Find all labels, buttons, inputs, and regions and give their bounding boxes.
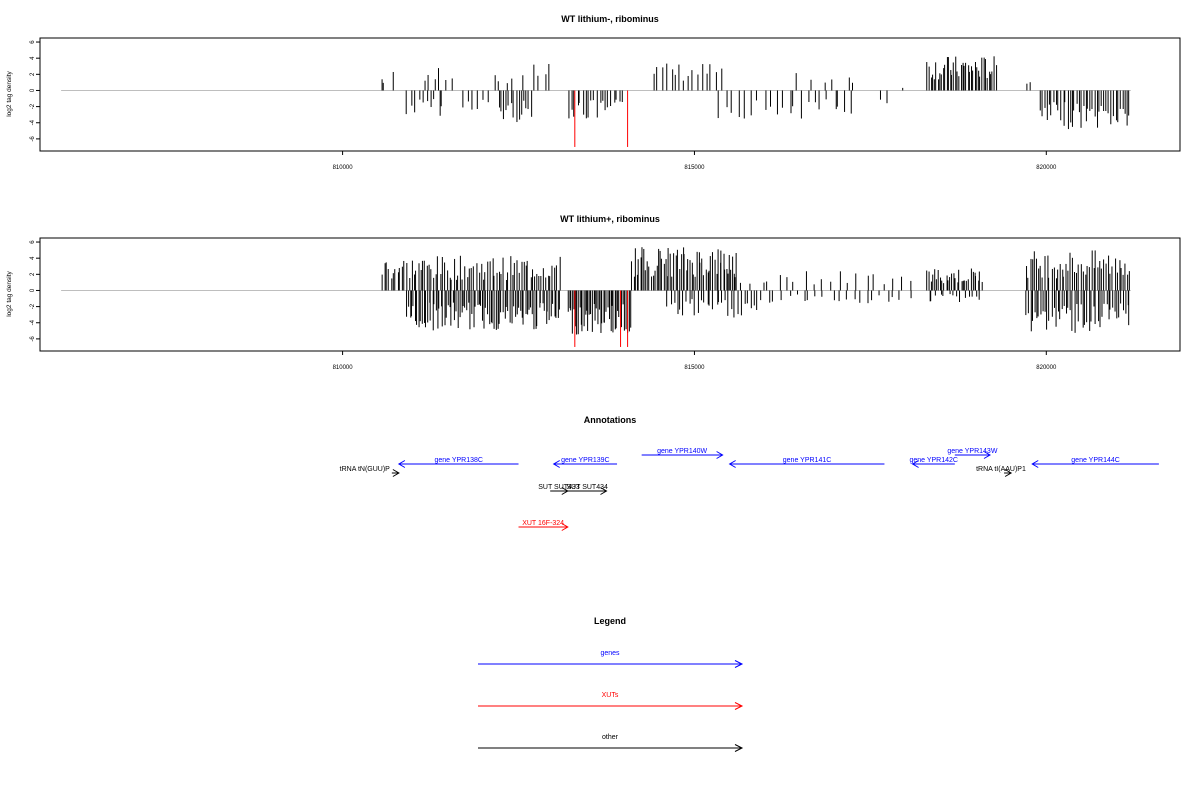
legend-label: XUTs	[602, 692, 619, 699]
feature-label: gene YPR138C	[434, 457, 483, 464]
y-tick-label: -2	[30, 103, 36, 109]
feature-other: tRNA tN(GUU)P	[340, 466, 400, 477]
y-tick-label: -6	[30, 136, 36, 142]
feature-arrowhead	[728, 460, 736, 468]
feature-label: gene YPR139C	[561, 457, 610, 464]
feature-label: tRNA tI(AAU)P1	[976, 466, 1026, 473]
plot-frame	[39, 37, 1181, 152]
feature-label: tRNA tN(GUU)P	[340, 466, 391, 473]
y-tick-label: 6	[30, 40, 36, 44]
feature-arrowhead	[392, 469, 400, 477]
y-tick-label: -4	[30, 319, 36, 325]
plot-area	[61, 56, 1131, 147]
feature-gene: gene YPR140W	[641, 448, 724, 459]
feature-label: gene YPR143W	[947, 448, 997, 455]
legend-label: other	[602, 734, 619, 741]
legend-label: genes	[600, 650, 620, 657]
x-tick-label: 810000	[333, 165, 354, 171]
x-tick-label: 815000	[684, 365, 705, 371]
feature-arrowhead	[716, 451, 724, 459]
annotation-features: tRNA tN(GUU)P gene YPR138C gene YPR139C gen…	[340, 448, 1159, 531]
legend-arrowhead	[734, 660, 744, 668]
y-tick-label: -2	[30, 303, 36, 309]
feature-label: gene YPR141C	[783, 457, 832, 464]
feature-arrowhead	[552, 460, 560, 468]
feature-arrowhead	[1004, 469, 1013, 477]
panel-lithium-plus: WT lithium+, ribominus log2 tag density …	[6, 214, 1181, 371]
feature-label: gene YPR140W	[657, 448, 707, 455]
y-tick-label: 4	[30, 56, 36, 60]
legend-item-gene: genes	[478, 650, 744, 668]
feature-arrowhead	[1031, 460, 1039, 468]
feature-gene: gene YPR142C	[909, 457, 958, 468]
y-tick-label: 2	[30, 72, 36, 76]
feature-label: SUT SUT433	[538, 484, 580, 491]
legend-title: Legend	[594, 616, 626, 626]
y-axis-label: log2 tag density	[6, 70, 13, 116]
feature-arrowhead	[911, 460, 919, 468]
annotations-title: Annotations	[584, 415, 637, 425]
feature-arrowhead	[561, 523, 569, 531]
x-tick-label: 810000	[333, 365, 354, 371]
x-tick-label: 820000	[1036, 365, 1057, 371]
x-tick-label: 820000	[1036, 165, 1057, 171]
feature-other: SUT SUT434	[566, 484, 608, 495]
feature-gene: gene YPR143W	[947, 448, 998, 459]
feature-xut: XUT 16F-324	[518, 520, 569, 531]
legend-arrowhead	[734, 702, 744, 710]
feature-label: SUT SUT434	[566, 484, 608, 491]
legend-item-xut: XUTs	[478, 692, 744, 710]
y-tick-label: 6	[30, 240, 36, 244]
feature-other: tRNA tI(AAU)P1	[976, 466, 1026, 477]
feature-gene: gene YPR141C	[728, 457, 885, 468]
feature-label: XUT 16F-324	[522, 520, 564, 527]
panel-lithium-minus: WT lithium-, ribominus log2 tag density …	[6, 14, 1181, 171]
y-tick-label: 0	[30, 88, 36, 92]
panel-title: WT lithium+, ribominus	[560, 214, 660, 224]
feature-arrowhead	[983, 451, 991, 459]
feature-label: gene YPR142C	[909, 457, 958, 464]
y-tick-label: -4	[30, 119, 36, 125]
feature-gene: gene YPR138C	[397, 457, 519, 468]
y-tick-label: 2	[30, 272, 36, 276]
feature-gene: gene YPR139C	[552, 457, 618, 468]
y-tick-label: 4	[30, 256, 36, 260]
feature-gene: gene YPR144C	[1031, 457, 1159, 468]
panel-title: WT lithium-, ribominus	[561, 14, 659, 24]
legend-item-other: other	[478, 734, 744, 752]
y-tick-label: -6	[30, 336, 36, 342]
feature-arrowhead	[397, 460, 406, 468]
plot-frame	[39, 237, 1181, 352]
x-axis: 810000 815000 820000	[333, 351, 1057, 371]
feature-label: gene YPR144C	[1071, 457, 1120, 464]
annotations-panel: Annotations tRNA tN(GUU)P gene YPR138C gen…	[340, 415, 1159, 531]
y-axis-label: log2 tag density	[6, 270, 13, 316]
x-axis: 810000 815000 820000	[333, 151, 1057, 171]
feature-arrowhead	[600, 487, 608, 495]
x-tick-label: 815000	[684, 165, 705, 171]
legend-arrowhead	[734, 744, 744, 752]
y-tick-label: 0	[30, 288, 36, 292]
legend-panel: Legend genes XUTs other	[478, 616, 744, 752]
plot-area	[61, 247, 1131, 347]
legend-items: genes XUTs other	[478, 650, 744, 752]
